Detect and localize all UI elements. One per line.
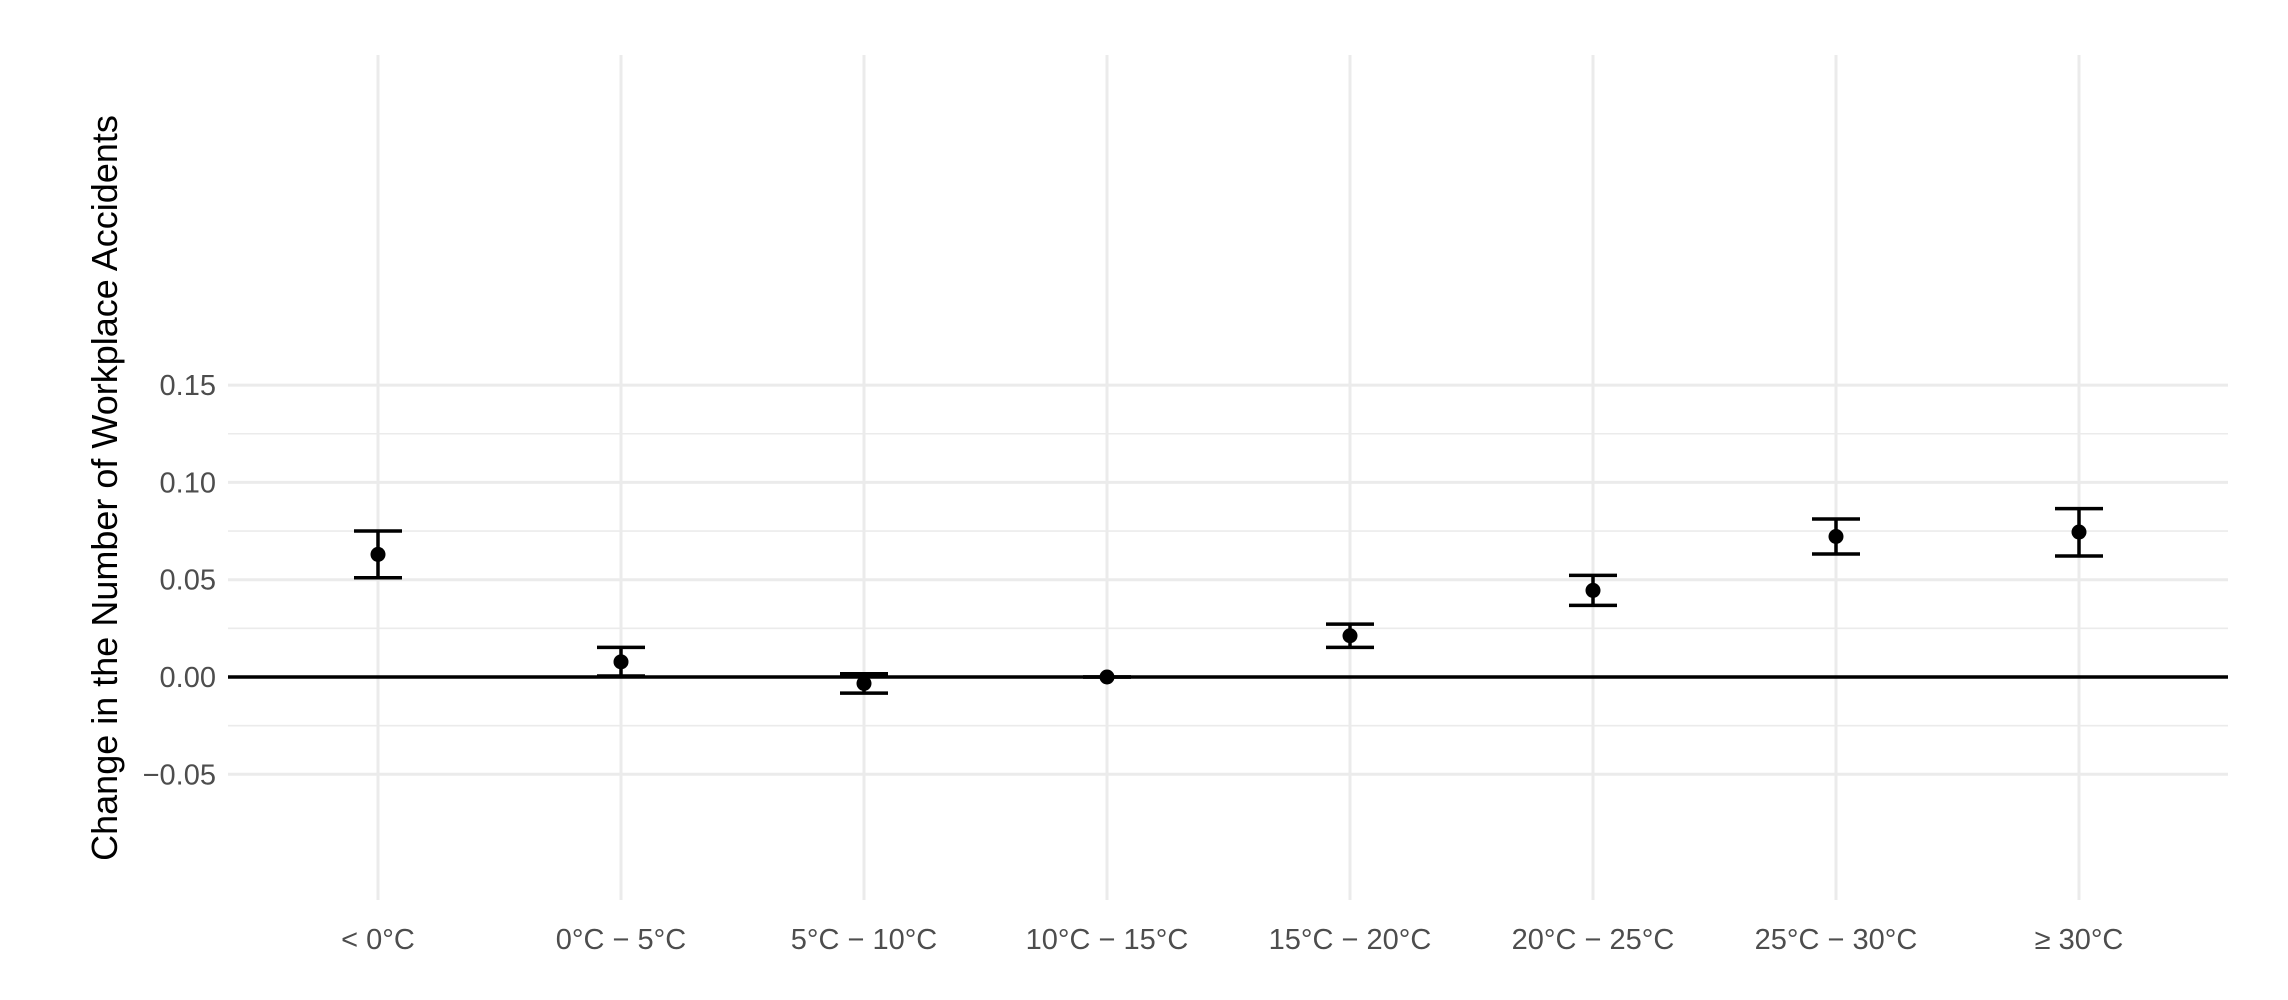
error-bar — [597, 645, 645, 678]
x-tick-label: 15°C − 20°C — [1269, 924, 1432, 956]
x-tick-label: 25°C − 30°C — [1755, 924, 1918, 956]
x-axis-ticks: < 0°C 0°C − 5°C 5°C − 10°C 10°C − 15°C 15°C … — [341, 924, 2123, 956]
point-estimate — [1342, 628, 1358, 644]
error-bar — [1812, 517, 1860, 556]
y-axis-ticks: −0.05 0.00 0.05 0.10 0.15 — [143, 370, 216, 791]
y-axis-title: Change in the Number of Workplace Accide… — [84, 115, 125, 861]
error-bar — [1083, 669, 1131, 685]
error-bar — [1326, 622, 1374, 650]
error-bar — [2055, 506, 2103, 558]
x-tick-label: 0°C − 5°C — [556, 924, 686, 956]
point-estimate — [370, 546, 386, 562]
point-estimate — [1099, 669, 1115, 685]
point-estimate — [2071, 524, 2087, 540]
y-tick-label: −0.05 — [143, 759, 216, 791]
y-tick-label: 0.00 — [160, 662, 216, 694]
x-tick-label: 5°C − 10°C — [791, 924, 938, 956]
error-bar-series — [354, 506, 2103, 695]
error-bar — [840, 671, 888, 695]
y-tick-label: 0.15 — [160, 370, 216, 402]
x-tick-label: 10°C − 15°C — [1026, 924, 1189, 956]
y-tick-label: 0.10 — [160, 467, 216, 499]
grid — [228, 55, 2228, 900]
point-estimate — [613, 654, 629, 670]
error-bar — [1569, 573, 1617, 608]
x-tick-label: ≥ 30°C — [2035, 924, 2124, 956]
point-estimate — [1828, 528, 1844, 544]
y-tick-label: 0.05 — [160, 565, 216, 597]
x-tick-label: < 0°C — [341, 924, 415, 956]
x-tick-label: 20°C − 25°C — [1512, 924, 1675, 956]
error-bar — [354, 529, 402, 580]
point-estimate — [856, 675, 872, 691]
point-estimate — [1585, 582, 1601, 598]
